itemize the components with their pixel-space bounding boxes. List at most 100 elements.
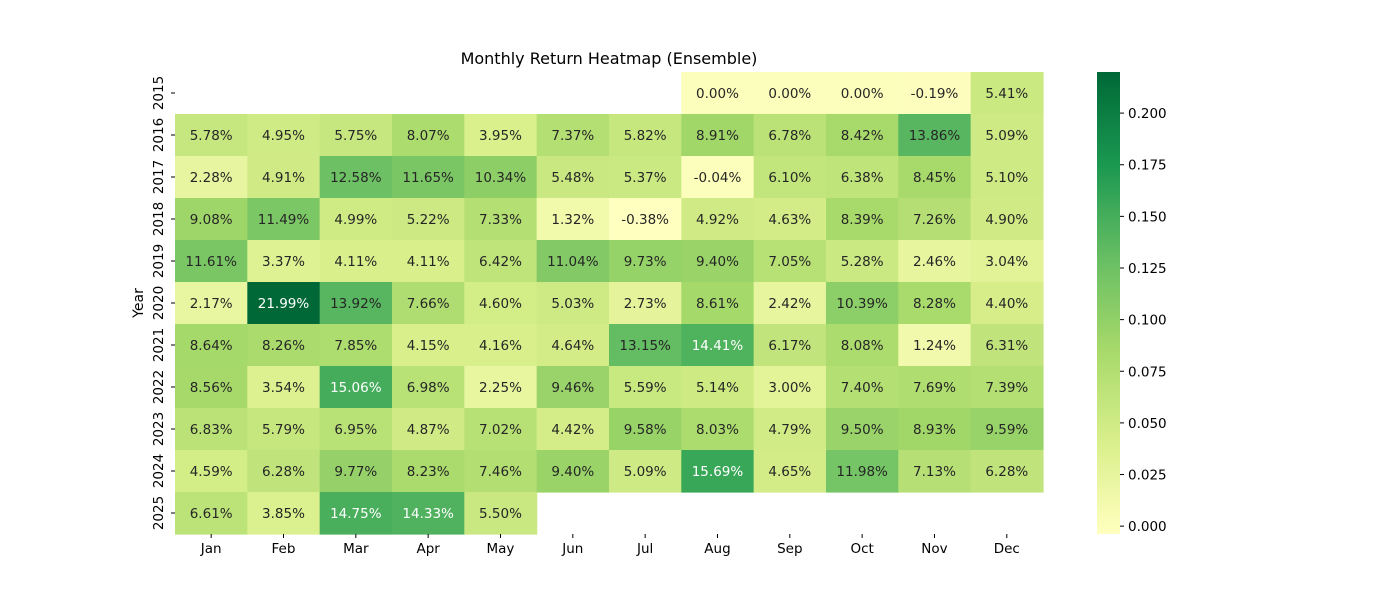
- heatmap-cell: [608, 324, 682, 367]
- heatmap-cell: [464, 408, 538, 451]
- heatmap-cell: [681, 366, 755, 409]
- heatmap-cell: [970, 408, 1044, 451]
- y-tick-label: 2022: [151, 370, 167, 404]
- cell-value-label: 7.39%: [985, 380, 1028, 396]
- cell-value-label: 8.64%: [190, 338, 233, 354]
- heatmap-cell: [536, 156, 610, 199]
- cell-value-label: 2.42%: [768, 296, 811, 312]
- heatmap-cell: [175, 114, 248, 157]
- heatmap-cell: [247, 450, 321, 493]
- cell-value-label: 21.99%: [258, 296, 310, 312]
- heatmap-cell: [319, 492, 393, 535]
- heatmap-cell: [247, 240, 321, 283]
- heatmap-cell: [464, 492, 538, 535]
- cell-value-label: 8.26%: [262, 338, 305, 354]
- heatmap-cell: [175, 198, 248, 241]
- cell-value-label: 14.33%: [402, 506, 454, 522]
- heatmap-cell: [175, 324, 248, 367]
- heatmap-cell: [175, 492, 248, 535]
- heatmap-cell: [536, 240, 610, 283]
- cell-value-label: 5.03%: [551, 296, 594, 312]
- cell-value-label: 5.59%: [624, 380, 667, 396]
- x-tick-label: Nov: [921, 541, 947, 557]
- cell-value-label: 4.63%: [768, 212, 811, 228]
- heatmap-cell: [608, 198, 682, 241]
- heatmap-cell: [825, 198, 899, 241]
- y-tick-label: 2021: [151, 328, 167, 362]
- heatmap-cell: [319, 366, 393, 409]
- chart-title: Monthly Return Heatmap (Ensemble): [461, 49, 758, 68]
- heatmap-cell: [175, 450, 248, 493]
- cell-value-label: 0.00%: [768, 86, 811, 102]
- cell-value-label: -0.38%: [621, 212, 669, 228]
- cell-value-label: 8.23%: [407, 464, 450, 480]
- cell-value-label: 4.64%: [551, 338, 594, 354]
- cell-value-label: 4.92%: [696, 212, 739, 228]
- heatmap-cell: [825, 450, 899, 493]
- heatmap-cell: [391, 156, 465, 199]
- colorbar-tick-label: 0.000: [1128, 519, 1167, 535]
- heatmap-cell: [898, 198, 972, 241]
- cell-value-label: 8.42%: [841, 128, 884, 144]
- heatmap-cell: [898, 366, 972, 409]
- y-tick-label: 2016: [151, 118, 167, 152]
- cell-value-label: 8.03%: [696, 422, 739, 438]
- heatmap-cell: [247, 408, 321, 451]
- heatmap-cell: [970, 324, 1044, 367]
- heatmap-cell: [391, 324, 465, 367]
- cell-value-label: 9.58%: [624, 422, 667, 438]
- heatmap-cell: [970, 282, 1044, 325]
- heatmap-cell: [391, 366, 465, 409]
- x-tick-label: Aug: [704, 541, 730, 557]
- x-tick-label: May: [487, 541, 515, 557]
- cell-value-label: 7.05%: [768, 254, 811, 270]
- cell-value-label: 4.40%: [985, 296, 1028, 312]
- cell-value-label: 7.37%: [551, 128, 594, 144]
- cell-value-label: 8.08%: [841, 338, 884, 354]
- cell-value-label: 4.65%: [768, 464, 811, 480]
- colorbar: 0.000 0.025 0.050 0.075 0.100 0.125 0.150 0.175…: [1097, 72, 1167, 535]
- heatmap-cell: [247, 324, 321, 367]
- x-tick-label: Sep: [777, 541, 802, 557]
- heatmap-cell: [464, 240, 538, 283]
- cell-value-label: 14.41%: [692, 338, 744, 354]
- cell-value-label: 4.16%: [479, 338, 522, 354]
- cell-value-label: 4.99%: [334, 212, 377, 228]
- y-tick-label: 2017: [151, 160, 167, 194]
- heatmap-cell: [391, 114, 465, 157]
- heatmap-cell: [898, 324, 972, 367]
- cell-value-label: 5.10%: [985, 170, 1028, 186]
- heatmap-cell: [681, 198, 755, 241]
- cell-value-label: 6.98%: [407, 380, 450, 396]
- cell-value-label: 6.61%: [190, 506, 233, 522]
- heatmap-cell: [319, 408, 393, 451]
- heatmap-cell: [898, 282, 972, 325]
- cell-value-label: 4.79%: [768, 422, 811, 438]
- heatmap-cell: [825, 156, 899, 199]
- cell-value-label: 0.00%: [841, 86, 884, 102]
- cell-value-label: 0.00%: [696, 86, 739, 102]
- colorbar-tick-label: 0.050: [1128, 416, 1167, 432]
- cell-value-label: 1.24%: [913, 338, 956, 354]
- cell-value-label: 8.07%: [407, 128, 450, 144]
- cell-value-label: 4.59%: [190, 464, 233, 480]
- heatmap-cell: [464, 324, 538, 367]
- heatmap-cell: [319, 198, 393, 241]
- heatmap-cell: [898, 114, 972, 157]
- colorbar-tick-label: 0.175: [1128, 158, 1167, 174]
- heatmap-cell: [319, 240, 393, 283]
- cell-value-label: 4.91%: [262, 170, 305, 186]
- x-tick-label: Oct: [850, 541, 873, 557]
- heatmap-cell: [319, 324, 393, 367]
- heatmap-cell: [608, 240, 682, 283]
- heatmap-cell: [175, 240, 248, 283]
- cell-value-label: 15.69%: [692, 464, 744, 480]
- heatmap-cell: [319, 282, 393, 325]
- cell-value-label: -0.04%: [694, 170, 742, 186]
- cell-value-label: 8.93%: [913, 422, 956, 438]
- heatmap-cell: [898, 240, 972, 283]
- heatmap-cell: [175, 408, 248, 451]
- heatmap-cell: [898, 156, 972, 199]
- heatmap-cell: [753, 450, 827, 493]
- heatmap-cell: [753, 282, 827, 325]
